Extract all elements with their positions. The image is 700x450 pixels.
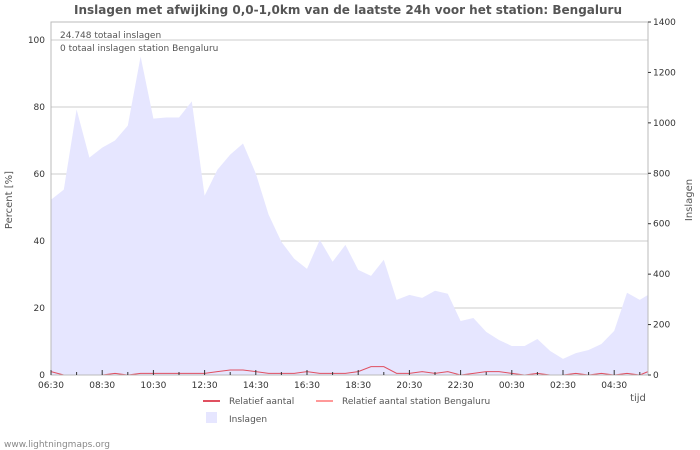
y-tick-label: 80 [34, 103, 46, 113]
y-right-tick-label: 0 [653, 371, 659, 381]
x-tick-label: 14:30 [243, 381, 269, 391]
y-tick-label: 60 [34, 170, 46, 180]
y-axis-label: Percent [%] [4, 171, 15, 229]
plot-frame [50, 21, 649, 376]
y-right-tick-label: 400 [653, 270, 670, 280]
y-tick-label: 40 [34, 237, 46, 247]
y-right-tick-label: 1200 [653, 68, 676, 78]
x-tick-label: 00:30 [499, 381, 525, 391]
y-right-tick-label: 800 [653, 169, 670, 179]
inslagen-area [51, 56, 648, 375]
annotation-total: 24.748 totaal inslagen [60, 31, 161, 41]
x-tick-label: 12:30 [192, 381, 218, 391]
legend: Relatief aantal Relatief aantal station … [203, 397, 490, 425]
legend-relatief: Relatief aantal [229, 397, 294, 407]
legend-station: Relatief aantal station Bengaluru [342, 397, 490, 407]
chart-title: Inslagen met afwijking 0,0-1,0km van de … [74, 3, 622, 17]
x-tick-label: 16:30 [294, 381, 320, 391]
annotation-station: 0 totaal inslagen station Bengaluru [60, 44, 218, 54]
y-right-tick-label: 1400 [653, 18, 676, 28]
y-tick-label: 20 [34, 304, 46, 314]
footer-url: www.lightningmaps.org [4, 440, 110, 450]
y-axis-right-label: Inslagen [684, 179, 695, 221]
x-tick-label: 02:30 [550, 381, 576, 391]
x-tick-label: 20:30 [396, 381, 422, 391]
x-tick-label: 10:30 [140, 381, 166, 391]
x-axis-label: tijd [630, 393, 646, 404]
y-right-tick-label: 600 [653, 220, 670, 230]
y-tick-label: 100 [28, 36, 45, 46]
legend-swatch-inslagen [206, 412, 217, 423]
legend-inslagen: Inslagen [229, 415, 267, 425]
y-tick-label: 0 [39, 371, 45, 381]
y-right-tick-label: 1000 [653, 119, 676, 129]
x-tick-label: 08:30 [89, 381, 115, 391]
x-tick-label: 18:30 [345, 381, 371, 391]
x-tick-label: 04:30 [601, 381, 627, 391]
x-tick-label: 22:30 [448, 381, 474, 391]
x-tick-label: 06:30 [38, 381, 64, 391]
y-right-tick-label: 200 [653, 321, 670, 331]
